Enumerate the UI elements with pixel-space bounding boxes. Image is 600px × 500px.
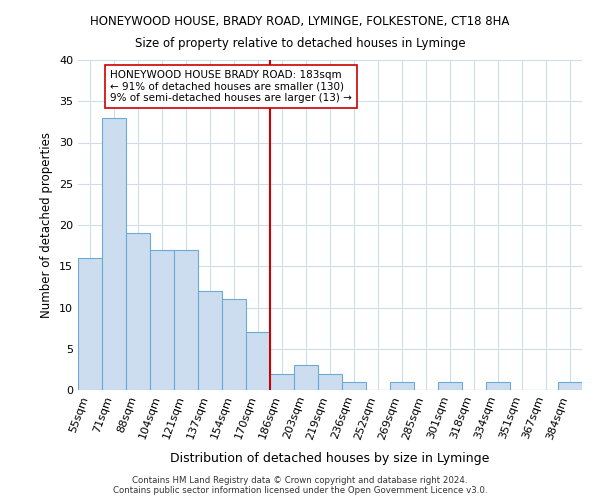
Bar [246, 332, 270, 390]
Bar [198, 291, 222, 390]
Text: Size of property relative to detached houses in Lyminge: Size of property relative to detached ho… [134, 38, 466, 51]
Bar [126, 233, 150, 390]
Text: HONEYWOOD HOUSE, BRADY ROAD, LYMINGE, FOLKESTONE, CT18 8HA: HONEYWOOD HOUSE, BRADY ROAD, LYMINGE, FO… [91, 15, 509, 28]
Bar [318, 374, 342, 390]
Bar [222, 299, 246, 390]
Bar [342, 382, 366, 390]
Bar [390, 382, 414, 390]
Bar [270, 374, 294, 390]
Bar [174, 250, 198, 390]
Bar [294, 365, 318, 390]
Bar [78, 258, 102, 390]
X-axis label: Distribution of detached houses by size in Lyminge: Distribution of detached houses by size … [170, 452, 490, 464]
Bar [150, 250, 174, 390]
Bar [102, 118, 126, 390]
Text: HONEYWOOD HOUSE BRADY ROAD: 183sqm
← 91% of detached houses are smaller (130)
9%: HONEYWOOD HOUSE BRADY ROAD: 183sqm ← 91%… [110, 70, 352, 103]
Bar [558, 382, 582, 390]
Y-axis label: Number of detached properties: Number of detached properties [40, 132, 53, 318]
Bar [438, 382, 462, 390]
Text: Contains HM Land Registry data © Crown copyright and database right 2024.
Contai: Contains HM Land Registry data © Crown c… [113, 476, 487, 495]
Bar [486, 382, 510, 390]
